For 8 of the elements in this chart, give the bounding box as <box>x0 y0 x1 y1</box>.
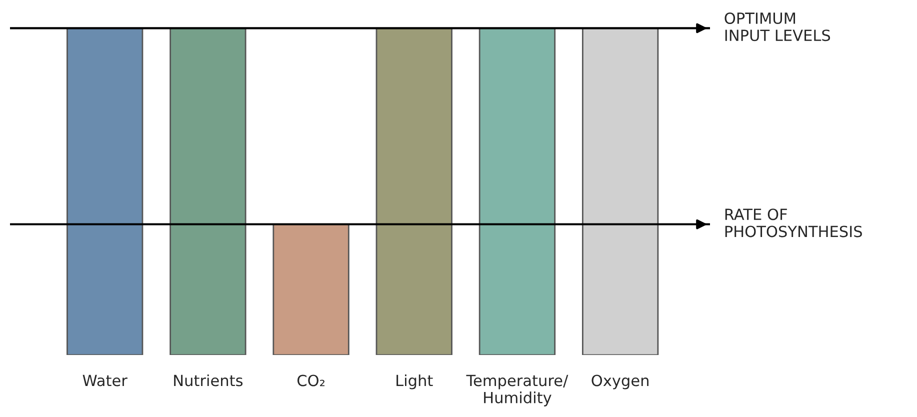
ref-line-label: RATE OF PHOTOSYNTHESIS <box>725 208 862 238</box>
x-tick-label: Water <box>82 374 128 386</box>
x-tick-label: Nutrients <box>174 374 243 386</box>
x-tick-label: CO₂ <box>297 374 324 386</box>
x-tick-label: Oxygen <box>592 374 648 390</box>
ref-line-label: OPTIMUM INPUT LEVELS <box>724 12 830 42</box>
x-tick-label: Temperature/ Humidity <box>466 374 568 406</box>
x-tick-label: Light <box>396 374 433 390</box>
